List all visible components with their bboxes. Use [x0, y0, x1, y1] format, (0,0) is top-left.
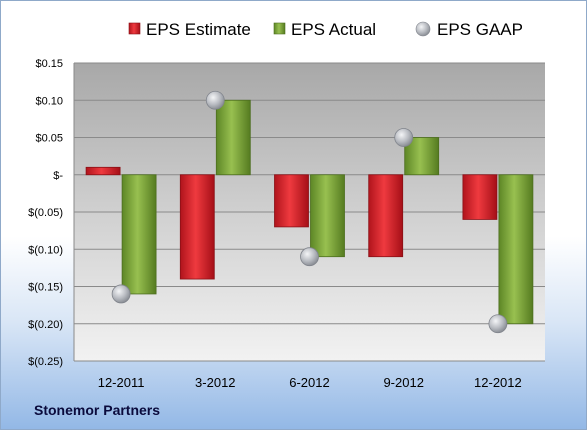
estimate-bar: [462, 174, 498, 220]
x-tick-label: 3-2012: [195, 375, 235, 390]
y-tick-label: $-: [53, 170, 63, 182]
estimate-bar: [179, 174, 215, 280]
actual-bar: [215, 99, 251, 176]
estimate-bar: [274, 174, 309, 228]
legend: EPS Estimate EPS Actual EPS GAAP: [128, 20, 523, 39]
y-tick-label: $(0.20): [28, 319, 63, 331]
company-name: Stonemor Partners: [34, 402, 161, 418]
x-tick-label: 6-2012: [289, 375, 329, 390]
y-axis: $0.15 $0.10 $0.05 $- $(0.05) $(0.10) $(0.15) $(…: [28, 58, 75, 368]
x-axis: 12-2011 3-2012 6-2012 9-2012 12-2012: [98, 375, 522, 390]
y-tick-label: $0.10: [35, 95, 63, 107]
actual-bar: [310, 174, 345, 258]
bars: [85, 99, 534, 325]
actual-bar: [498, 174, 534, 325]
gaap-marker: [300, 247, 319, 267]
legend-label: EPS GAAP: [437, 20, 523, 39]
legend-label: EPS Actual: [291, 20, 376, 39]
legend-swatch: [273, 22, 286, 35]
y-tick-label: $(0.05): [28, 207, 63, 219]
legend-label: EPS Estimate: [146, 20, 251, 39]
y-tick-label: $0.15: [35, 58, 63, 70]
y-tick-label: $(0.25): [28, 356, 63, 368]
legend-swatch: [128, 22, 141, 35]
y-tick-label: $(0.15): [28, 282, 63, 294]
gaap-markers: [111, 90, 508, 334]
gaap-marker: [488, 314, 508, 334]
gaap-marker: [205, 90, 225, 110]
y-tick-label: $0.05: [35, 133, 63, 145]
actual-bar: [121, 174, 157, 295]
gaap-marker: [111, 284, 131, 304]
x-tick-label: 12-2011: [98, 375, 145, 390]
estimate-bar: [85, 166, 121, 176]
estimate-bar: [368, 174, 404, 258]
x-tick-label: 9-2012: [383, 375, 423, 390]
gaap-marker: [394, 128, 414, 147]
x-tick-label: 12-2012: [474, 375, 522, 390]
legend-swatch: [415, 21, 431, 37]
y-tick-label: $(0.10): [28, 244, 63, 256]
